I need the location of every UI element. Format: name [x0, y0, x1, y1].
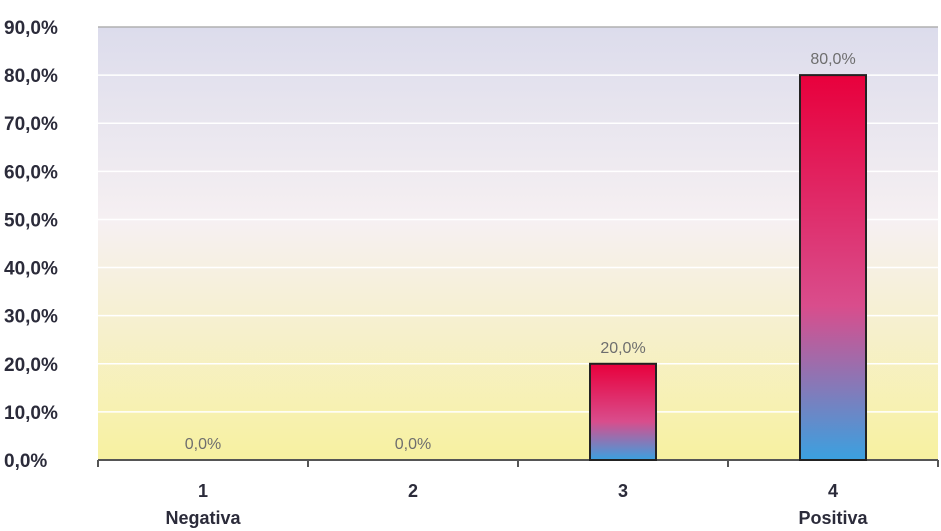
y-tick-label: 70,0% [4, 114, 58, 135]
y-tick-label: 60,0% [4, 162, 58, 183]
x-tick-label: 3 [618, 481, 628, 501]
data-label: 0,0% [395, 436, 431, 453]
x-tick-label: 2 [408, 481, 418, 501]
y-tick-label: 20,0% [4, 355, 58, 376]
y-tick-label: 0,0% [4, 451, 47, 472]
bar-3 [589, 362, 657, 461]
data-label: 0,0% [185, 436, 221, 453]
bar-4 [799, 74, 867, 461]
y-axis: 0,0% 10,0% 20,0% 30,0% 40,0% 50,0% 60,0% 70,0% 8… [4, 18, 58, 472]
x-tick-sublabel: Negativa [165, 508, 241, 528]
plot-area [98, 27, 938, 460]
y-tick-label: 80,0% [4, 66, 58, 87]
data-label: 20,0% [600, 340, 645, 357]
bars [589, 74, 867, 461]
x-tick-label: 1 [198, 481, 208, 501]
x-tick-label: 4 [828, 481, 838, 501]
x-tick-sublabel: Positiva [798, 508, 868, 528]
y-tick-label: 10,0% [4, 403, 58, 424]
y-tick-label: 90,0% [4, 18, 58, 39]
y-tick-label: 50,0% [4, 210, 58, 231]
y-tick-label: 30,0% [4, 307, 58, 328]
y-tick-label: 40,0% [4, 259, 58, 280]
data-labels: 0,0% 0,0% 20,0% 80,0% [185, 51, 856, 453]
gridlines [98, 26, 938, 413]
x-axis: 1 Negativa 2 3 4 Positiva [97, 459, 939, 528]
data-label: 80,0% [810, 51, 855, 68]
